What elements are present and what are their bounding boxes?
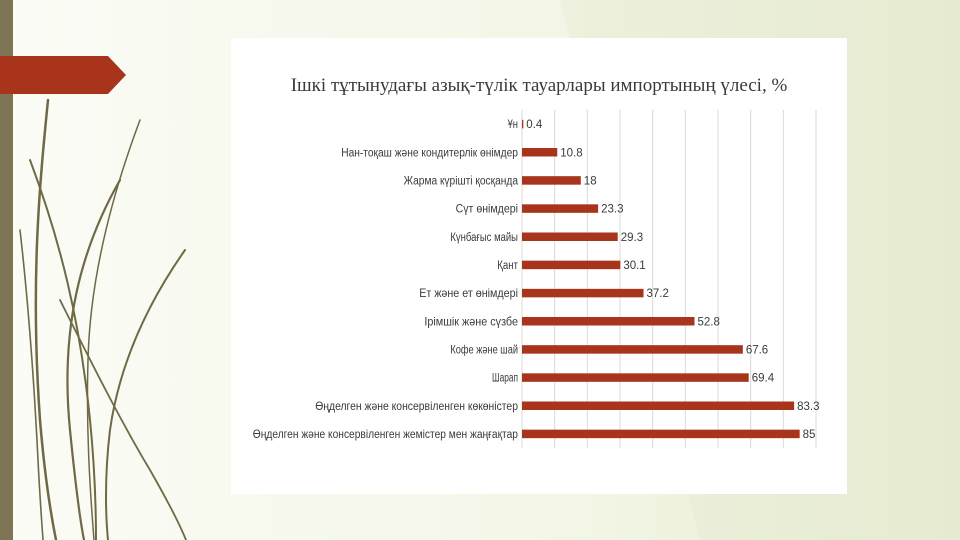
bar bbox=[522, 260, 621, 270]
bar-chart: Ұн Нан-тоқаш және кондитерлік өнімдер Жарм… bbox=[253, 110, 820, 448]
category-label: Ірімшік және сүзбе bbox=[424, 316, 518, 328]
red-pointer-arrow bbox=[0, 56, 126, 94]
bar bbox=[522, 317, 695, 326]
bar bbox=[522, 345, 743, 354]
bar bbox=[522, 401, 795, 410]
category-label: Шарап bbox=[492, 373, 518, 385]
category-label: Сүт өнімдері bbox=[456, 204, 518, 216]
left-olive-band bbox=[0, 0, 13, 540]
category-label: Ұн bbox=[508, 119, 518, 131]
bar bbox=[522, 288, 644, 298]
chart-title: Ішкі тұтынудағы азық-түлік тауарлары имп… bbox=[290, 75, 788, 96]
category-label: Қант bbox=[497, 260, 518, 272]
bar bbox=[522, 204, 599, 213]
value-labels: 0.4 10.8 18 23.3 29.3 30.1 37.2 52.8 67.6 69.4 83.… bbox=[526, 119, 819, 441]
value-label: 37.2 bbox=[647, 288, 669, 300]
value-label: 52.8 bbox=[697, 316, 719, 328]
value-label: 30.1 bbox=[623, 260, 645, 272]
value-label: 83.3 bbox=[797, 401, 819, 413]
category-label: Кофе және шай bbox=[450, 344, 518, 356]
category-labels: Ұн Нан-тоқаш және кондитерлік өнімдер Жарм… bbox=[253, 119, 519, 441]
category-label: Өңделген және консервіленген көкөністер bbox=[315, 401, 518, 413]
chart-card: Ішкі тұтынудағы азық-түлік тауарлары имп… bbox=[231, 38, 847, 494]
value-label: 29.3 bbox=[621, 232, 643, 244]
bars bbox=[522, 119, 800, 439]
bar bbox=[522, 373, 749, 382]
category-label: Жарма күріштi қосқанда bbox=[404, 175, 519, 187]
bar bbox=[522, 429, 800, 439]
value-label: 69.4 bbox=[752, 373, 775, 385]
value-label: 0.4 bbox=[526, 119, 543, 131]
category-label: Ет және ет өнімдері bbox=[419, 288, 518, 300]
category-label: Нан-тоқаш және кондитерлік өнімдер bbox=[341, 147, 518, 159]
category-label: Өңделген және консервіленген жемістер ме… bbox=[253, 429, 518, 441]
bar bbox=[522, 176, 581, 185]
gridlines bbox=[521, 110, 817, 448]
category-label: Күнбағыс майы bbox=[450, 232, 518, 244]
value-label: 10.8 bbox=[560, 147, 582, 159]
value-label: 67.6 bbox=[746, 344, 768, 356]
grass-decoration bbox=[19, 98, 187, 540]
value-label: 18 bbox=[584, 175, 597, 187]
bar bbox=[522, 119, 524, 129]
bar bbox=[522, 148, 558, 157]
value-label: 23.3 bbox=[601, 204, 623, 216]
value-label: 85 bbox=[803, 429, 816, 441]
bar bbox=[522, 232, 618, 241]
